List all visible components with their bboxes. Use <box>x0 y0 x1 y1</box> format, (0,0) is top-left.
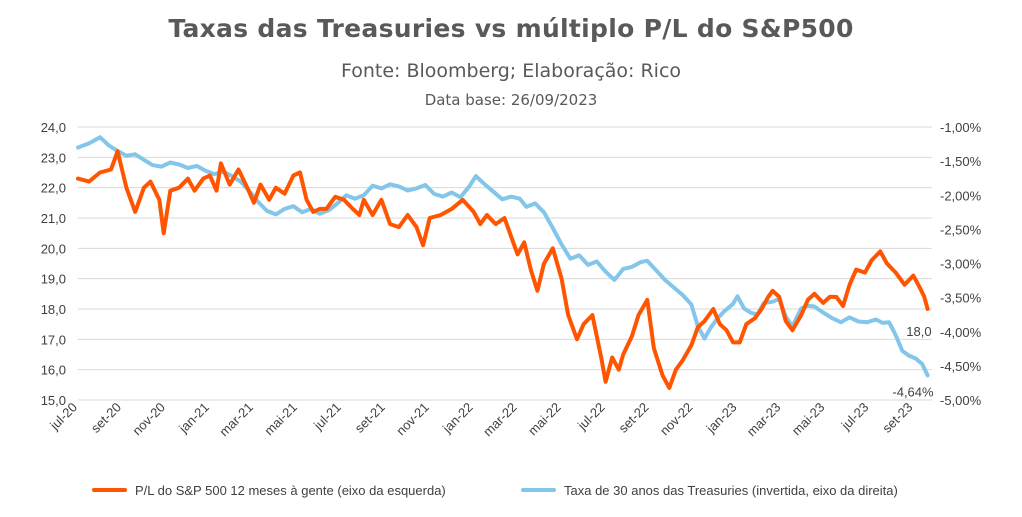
legend-swatch-pe <box>92 488 127 492</box>
y-right-tick-label: -3,50% <box>940 291 982 306</box>
y-left-tick-label: 18,0 <box>41 302 66 317</box>
x-tick-label: set-22 <box>615 400 651 436</box>
x-tick-label: nov-20 <box>129 400 168 439</box>
legend-label-treasury: Taxa de 30 anos das Treasuries (invertid… <box>564 482 898 498</box>
x-tick-label: mar-22 <box>480 400 520 440</box>
x-tick-label: mai-23 <box>789 400 828 439</box>
x-tick-label: nov-21 <box>393 400 432 439</box>
y-right-tick-label: -4,00% <box>940 325 982 340</box>
x-tick-label: set-23 <box>879 400 915 436</box>
y-right-tick-label: -2,00% <box>940 188 982 203</box>
y-left-tick-label: 22,0 <box>41 181 66 196</box>
x-tick-label: set-21 <box>352 400 388 436</box>
y-left-tick-label: 19,0 <box>41 272 66 287</box>
y-left-tick-label: 17,0 <box>41 332 66 347</box>
y-right-tick-label: -2,50% <box>940 222 982 237</box>
x-tick-label: jan-22 <box>439 400 476 437</box>
chart-title: Taxas das Treasuries vs múltiplo P/L do … <box>168 14 854 43</box>
pe-end-label: 18,0 <box>906 324 931 339</box>
left-axis: 15,0 16,0 17,0 18,0 19,0 20,0 21,0 22,0 23,0 24,0 <box>41 120 66 408</box>
end-labels: 18,0 -4,64% <box>892 324 934 399</box>
y-left-tick-label: 21,0 <box>41 211 66 226</box>
chart-subtitle: Fonte: Bloomberg; Elaboração: Rico <box>340 60 682 82</box>
x-tick-label: jan-21 <box>175 400 212 437</box>
legend-swatch-treasury <box>521 488 556 492</box>
y-left-tick-label: 15,0 <box>41 393 66 408</box>
y-left-tick-label: 16,0 <box>41 363 66 378</box>
x-tick-label: mar-21 <box>216 400 256 440</box>
x-axis: jul-20 set-20 nov-20 jan-21 mar-21 mai-21 jul-… <box>46 400 915 440</box>
pe-line <box>76 149 930 390</box>
legend-item-pe: P/L do S&P 500 12 meses à gente (eixo da… <box>92 480 446 500</box>
treasury-end-label: -4,64% <box>892 384 934 399</box>
legend-label-pe: P/L do S&P 500 12 meses à gente (eixo da… <box>135 482 446 498</box>
series-group <box>76 135 930 390</box>
x-tick-label: jul-22 <box>574 400 608 434</box>
y-left-tick-label: 23,0 <box>41 150 66 165</box>
x-tick-label: mar-23 <box>744 400 784 440</box>
y-right-tick-label: -5,00% <box>940 393 982 408</box>
y-right-tick-label: -1,50% <box>940 154 982 169</box>
y-left-tick-label: 24,0 <box>41 120 66 135</box>
gridlines <box>78 126 932 401</box>
x-tick-label: jul-21 <box>310 400 344 434</box>
data-base-label: Data base: 26/09/2023 <box>424 91 598 109</box>
legend-item-treasury: Taxa de 30 anos das Treasuries (invertid… <box>521 480 898 500</box>
x-tick-label: nov-22 <box>657 400 696 439</box>
y-right-tick-label: -3,00% <box>940 257 982 272</box>
x-tick-label: mai-21 <box>261 400 300 439</box>
y-right-tick-label: -1,00% <box>940 120 982 135</box>
right-axis: -5,00% -4,50% -4,00% -3,50% -3,00% -2,50% -2,0… <box>940 120 982 408</box>
x-tick-label: mai-22 <box>525 400 564 439</box>
y-right-tick-label: -4,50% <box>940 359 982 374</box>
x-tick-label: jan-23 <box>703 400 740 437</box>
x-tick-label: jul-23 <box>838 400 872 434</box>
y-left-tick-label: 20,0 <box>41 241 66 256</box>
x-tick-label: set-20 <box>88 400 124 436</box>
